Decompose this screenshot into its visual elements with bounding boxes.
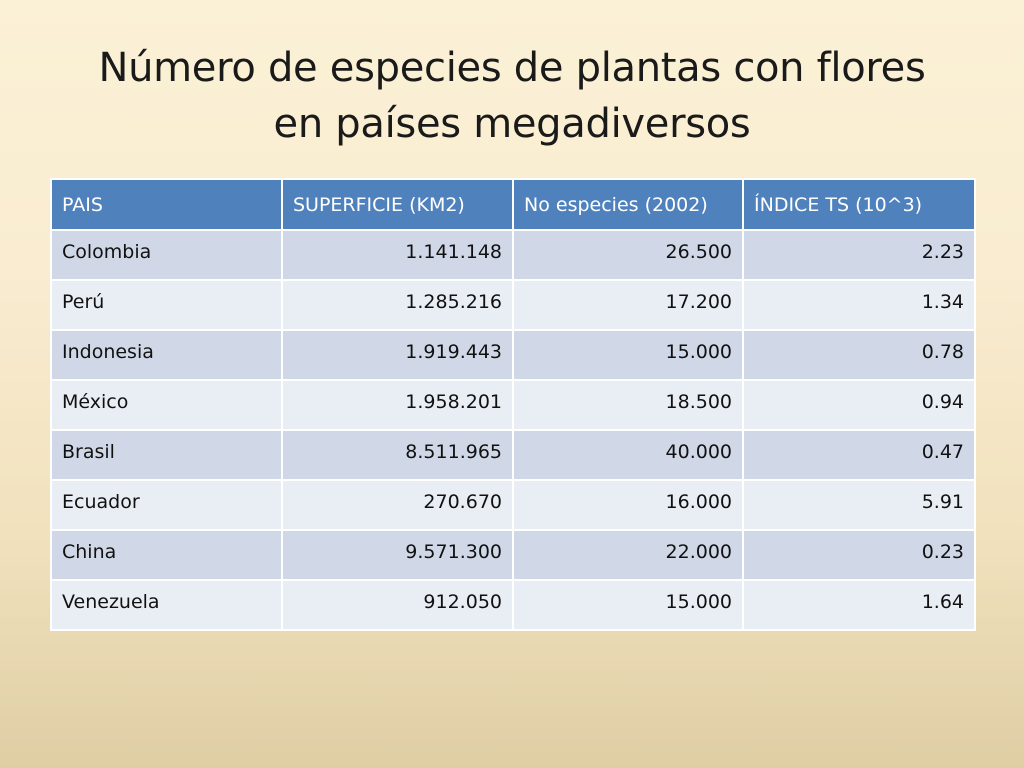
table-row: China 9.571.300 22.000 0.23 [50, 529, 976, 581]
species-table-container: PAIS SUPERFICIE (KM2) No especies (2002)… [50, 178, 976, 631]
table-row: Perú 1.285.216 17.200 1.34 [50, 279, 976, 331]
cell-indice-ts: 0.94 [742, 379, 976, 431]
cell-no-especies: 15.000 [512, 579, 744, 631]
cell-pais: Ecuador [50, 479, 283, 531]
cell-no-especies: 22.000 [512, 529, 744, 581]
table-row: Indonesia 1.919.443 15.000 0.78 [50, 329, 976, 381]
cell-pais: Colombia [50, 229, 283, 281]
cell-pais: México [50, 379, 283, 431]
header-pais: PAIS [50, 178, 283, 231]
cell-superficie: 8.511.965 [281, 429, 514, 481]
cell-indice-ts: 1.34 [742, 279, 976, 331]
cell-indice-ts: 5.91 [742, 479, 976, 531]
cell-no-especies: 16.000 [512, 479, 744, 531]
cell-superficie: 1.958.201 [281, 379, 514, 431]
table-row: Brasil 8.511.965 40.000 0.47 [50, 429, 976, 481]
slide-title: Número de especies de plantas con flores… [0, 40, 1024, 152]
cell-indice-ts: 0.23 [742, 529, 976, 581]
cell-superficie: 1.141.148 [281, 229, 514, 281]
cell-pais: Indonesia [50, 329, 283, 381]
header-no-especies: No especies (2002) [512, 178, 744, 231]
table-row: Venezuela 912.050 15.000 1.64 [50, 579, 976, 631]
header-indice-ts: ÍNDICE TS (10^3) [742, 178, 976, 231]
cell-indice-ts: 0.78 [742, 329, 976, 381]
cell-superficie: 1.919.443 [281, 329, 514, 381]
table-row: México 1.958.201 18.500 0.94 [50, 379, 976, 431]
cell-indice-ts: 0.47 [742, 429, 976, 481]
header-superficie: SUPERFICIE (KM2) [281, 178, 514, 231]
cell-indice-ts: 1.64 [742, 579, 976, 631]
cell-indice-ts: 2.23 [742, 229, 976, 281]
cell-pais: China [50, 529, 283, 581]
cell-superficie: 1.285.216 [281, 279, 514, 331]
cell-pais: Venezuela [50, 579, 283, 631]
table-row: Ecuador 270.670 16.000 5.91 [50, 479, 976, 531]
cell-no-especies: 26.500 [512, 229, 744, 281]
cell-pais: Brasil [50, 429, 283, 481]
cell-no-especies: 18.500 [512, 379, 744, 431]
cell-superficie: 912.050 [281, 579, 514, 631]
cell-pais: Perú [50, 279, 283, 331]
cell-no-especies: 15.000 [512, 329, 744, 381]
cell-superficie: 270.670 [281, 479, 514, 531]
table-row: Colombia 1.141.148 26.500 2.23 [50, 229, 976, 281]
table-header-row: PAIS SUPERFICIE (KM2) No especies (2002)… [50, 178, 976, 231]
slide-title-line-2: en países megadiversos [273, 101, 751, 147]
cell-no-especies: 40.000 [512, 429, 744, 481]
cell-no-especies: 17.200 [512, 279, 744, 331]
cell-superficie: 9.571.300 [281, 529, 514, 581]
species-table: PAIS SUPERFICIE (KM2) No especies (2002)… [50, 178, 976, 631]
slide-title-line-1: Número de especies de plantas con flores [98, 45, 926, 91]
